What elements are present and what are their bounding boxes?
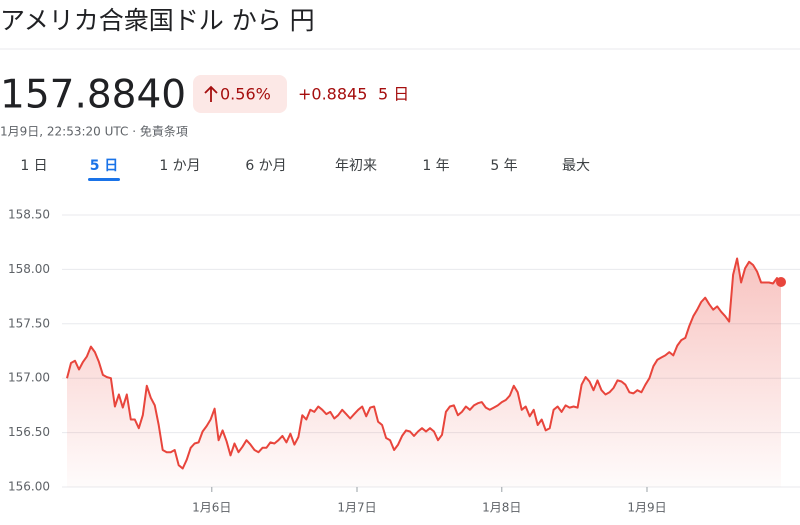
tabs: 1 日 5 日 1 か月 6 か月 年初来 1 年 5 年 最大 xyxy=(20,157,590,181)
y-tick-label: 157.00 xyxy=(8,371,50,385)
tab[interactable]: 5 日 xyxy=(90,158,119,174)
last-point xyxy=(776,277,787,288)
change-period: 5 日 xyxy=(378,85,409,104)
y-tick-label: 156.00 xyxy=(8,480,50,494)
page-title: アメリカ合衆国ドル から 円 xyxy=(0,6,315,35)
y-tick-label: 156.50 xyxy=(8,425,50,439)
tab[interactable]: 最大 xyxy=(562,158,590,174)
price: 157.8840 xyxy=(0,73,186,118)
timestamp: 1月9日, 22:53:20 UTC · 免責条項 xyxy=(0,124,188,139)
plot: 156.00 156.50 157.00 157.50 158.00 158.50 1月6日… xyxy=(8,208,800,515)
change-value: +0.8845 xyxy=(298,85,367,104)
change-badge xyxy=(193,75,287,113)
tab[interactable]: 年初来 xyxy=(335,157,377,174)
area-fill xyxy=(67,258,782,487)
tab-underline xyxy=(88,178,120,181)
x-tick-label: 1月6日 xyxy=(192,501,231,515)
tab[interactable]: 6 か月 xyxy=(245,158,286,174)
change-percent: 0.56% xyxy=(220,85,271,104)
up-arrow xyxy=(204,85,218,102)
x-tick-label: 1月8日 xyxy=(482,501,521,515)
y-tick-label: 158.50 xyxy=(8,208,50,222)
y-tick-label: 157.50 xyxy=(8,316,50,330)
x-tick-label: 1月7日 xyxy=(337,501,376,515)
y-tick-label: 158.00 xyxy=(8,262,50,276)
price-line xyxy=(66,257,782,470)
tab[interactable]: 1 年 xyxy=(422,158,449,174)
tab[interactable]: 5 年 xyxy=(490,158,517,174)
tab[interactable]: 1 日 xyxy=(20,158,47,174)
tab[interactable]: 1 か月 xyxy=(159,158,200,174)
x-tick-label: 1月9日 xyxy=(627,501,666,515)
